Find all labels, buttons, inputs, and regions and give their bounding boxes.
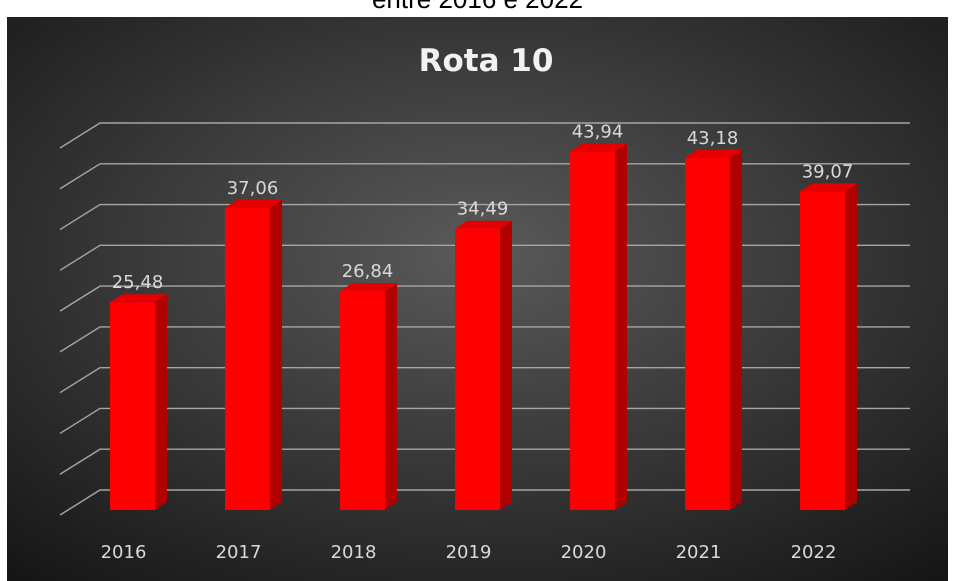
bar-front — [685, 157, 730, 510]
bar-front — [570, 151, 615, 510]
gridline — [59, 448, 910, 475]
gridline — [59, 244, 910, 271]
bars — [110, 143, 857, 511]
bar-2021 — [685, 149, 742, 510]
bar-top — [455, 220, 512, 229]
bar-front — [455, 228, 500, 510]
category-label-2022: 2022 — [791, 542, 837, 563]
gridline — [59, 326, 910, 353]
bar-top — [570, 143, 627, 152]
value-label-2017: 37,06 — [227, 178, 279, 199]
category-label-2020: 2020 — [561, 542, 607, 563]
category-label-2016: 2016 — [101, 542, 147, 563]
gridline — [59, 203, 910, 231]
bar-side — [270, 199, 282, 510]
category-label-2021: 2021 — [676, 542, 722, 563]
gridline — [59, 489, 910, 516]
value-labels: 25,48 37,06 26,84 34,49 43,94 43,18 39,07 — [112, 122, 854, 294]
value-label-2016: 25,48 — [112, 272, 164, 293]
bar-front — [225, 207, 270, 510]
value-label-2019: 34,49 — [457, 199, 509, 220]
value-label-2018: 26,84 — [342, 261, 394, 282]
bar-2019 — [455, 220, 512, 510]
bar-side — [845, 183, 857, 511]
bar-side — [615, 143, 627, 510]
value-label-2022: 39,07 — [802, 161, 854, 182]
bar-top — [685, 149, 742, 158]
bar-top — [110, 294, 167, 303]
bar-side — [500, 220, 512, 510]
gridline — [59, 366, 910, 394]
gridline — [59, 407, 910, 435]
bar-chart: Rota 10 25,48 37,06 26,84 34,49 43,94 43,18 39… — [7, 17, 948, 581]
chart-frame: Rota 10 25,48 37,06 26,84 34,49 43,94 43,18 39… — [7, 17, 948, 581]
category-label-2018: 2018 — [331, 542, 377, 563]
bar-2022 — [800, 183, 857, 511]
bar-2018 — [340, 283, 397, 510]
bar-2017 — [225, 199, 282, 510]
gridlines — [59, 122, 910, 516]
chart-title: Rota 10 — [419, 43, 554, 79]
bar-side — [730, 149, 742, 510]
gridline — [59, 285, 910, 312]
bar-top — [800, 183, 857, 192]
gridline — [59, 122, 910, 149]
top-caption: entre 2016 e 2022 — [0, 0, 955, 14]
value-label-2020: 43,94 — [572, 122, 624, 143]
category-label-2019: 2019 — [446, 542, 492, 563]
bar-top — [225, 199, 282, 208]
bar-side — [155, 294, 167, 510]
bar-top — [340, 283, 397, 292]
value-label-2021: 43,18 — [687, 128, 739, 149]
bar-2016 — [110, 294, 167, 510]
category-label-2017: 2017 — [216, 542, 262, 563]
bar-front — [340, 291, 385, 510]
gridline — [59, 163, 910, 190]
bar-side — [385, 283, 397, 510]
category-labels: 2016 2017 2018 2019 2020 2021 2022 — [101, 542, 837, 563]
bar-front — [800, 191, 845, 511]
bar-2020 — [570, 143, 627, 510]
bar-front — [110, 302, 155, 510]
